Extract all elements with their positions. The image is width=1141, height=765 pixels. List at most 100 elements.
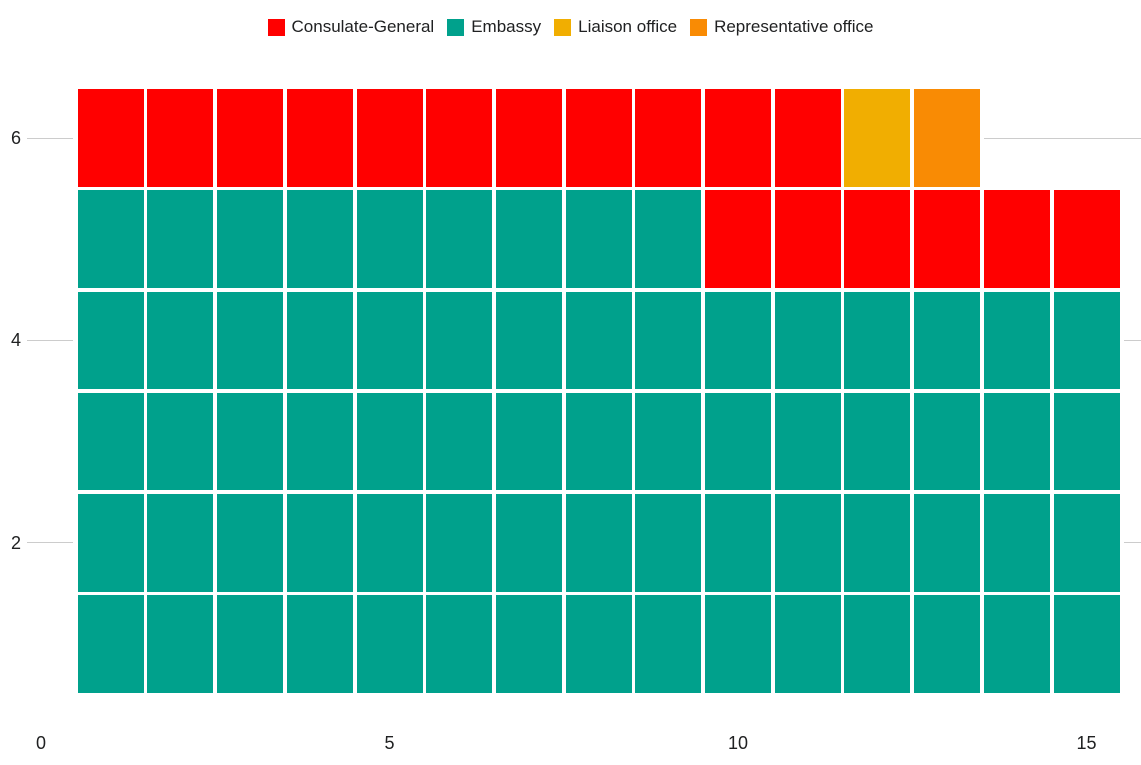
cell-embassy [635,595,702,693]
cell-consulate-general [495,89,562,187]
cell-embassy [983,494,1050,592]
cell-embassy [77,291,144,390]
gridline [1123,542,1141,544]
cell-consulate-general [774,89,841,187]
x-tick-label-5: 5 [384,733,395,753]
gridline [27,542,73,544]
cell-embassy [495,595,562,693]
cell-embassy [495,392,562,491]
cell-consulate-general [565,89,632,187]
cell-embassy [844,595,911,693]
cell-embassy [565,494,632,592]
gridline [27,339,73,341]
cell-embassy [774,392,841,491]
cell-embassy [914,291,981,390]
cell-embassy [426,595,493,693]
cell-embassy [983,595,1050,693]
cell-embassy [635,494,702,592]
y-tick-label-6: 6 [10,128,21,148]
cell-embassy [286,595,353,693]
cell-embassy [844,494,911,592]
legend-label-consulate-general: Consulate-General [291,17,435,36]
cell-embassy [635,291,702,390]
cell-embassy [426,392,493,491]
cell-embassy [286,392,353,491]
cell-embassy [286,494,353,592]
x-tick-label-10: 10 [727,733,749,753]
cell-embassy [356,190,423,288]
legend-swatch-representative-office [690,18,708,36]
cell-embassy [495,291,562,390]
legend-item-embassy: Embassy [447,16,541,38]
cell-embassy [495,190,562,288]
cell-embassy [1053,494,1120,592]
legend-swatch-consulate-general [267,18,285,36]
legend-label-representative-office: Representative office [714,17,874,36]
cell-consulate-general [217,89,284,187]
cell-embassy [286,190,353,288]
cell-embassy [705,595,771,693]
cell-embassy [983,392,1050,491]
cell-embassy [914,494,981,592]
cell-consulate-general [635,89,702,187]
cell-embassy [914,392,981,491]
cell-consulate-general [147,89,214,187]
cell-embassy [635,190,702,288]
cell-embassy [147,291,214,390]
cell-embassy [356,392,423,491]
cell-liaison-office [844,89,911,187]
legend-swatch-embassy [447,18,465,36]
cell-embassy [565,392,632,491]
gridline [27,137,73,139]
legend: Consulate-General Embassy Liaison office… [0,16,1141,38]
cell-embassy [147,392,214,491]
cell-embassy [147,494,214,592]
cell-embassy [1053,595,1120,693]
gridline [1123,339,1141,341]
cell-embassy [705,392,771,491]
cell-consulate-general [705,89,771,187]
cell-consulate-general [1053,190,1120,288]
cell-embassy [77,392,144,491]
y-tick-label-4: 4 [10,330,21,351]
cell-embassy [705,494,771,592]
cell-embassy [635,392,702,491]
legend-item-consulate-general: Consulate-General [267,16,435,38]
cell-embassy [356,595,423,693]
cell-embassy [426,494,493,592]
cell-embassy [77,190,144,288]
cell-embassy [217,595,284,693]
cell-embassy [77,494,144,592]
cell-embassy [426,190,493,288]
cell-consulate-general [983,190,1050,288]
cell-embassy [565,291,632,390]
cell-embassy [774,595,841,693]
cell-embassy [426,291,493,390]
cell-representative-office [914,89,981,187]
cell-consulate-general [77,89,144,187]
cell-embassy [774,494,841,592]
cell-embassy [77,595,144,693]
legend-label-embassy: Embassy [471,17,542,36]
cell-embassy [1053,291,1120,390]
cell-embassy [286,291,353,390]
cell-consulate-general [705,190,771,288]
legend-swatch-liaison-office [554,18,572,36]
cell-embassy [914,595,981,693]
cell-embassy [983,291,1050,390]
cell-embassy [844,392,911,491]
cell-embassy [356,494,423,592]
cell-embassy [356,291,423,390]
cell-embassy [774,291,841,390]
cell-embassy [844,291,911,390]
cell-embassy [147,190,214,288]
cell-consulate-general [844,190,911,288]
cell-embassy [565,595,632,693]
cell-embassy [217,291,284,390]
gridline [984,137,1141,139]
cell-consulate-general [774,190,841,288]
legend-item-liaison-office: Liaison office [554,16,677,38]
cell-embassy [217,494,284,592]
